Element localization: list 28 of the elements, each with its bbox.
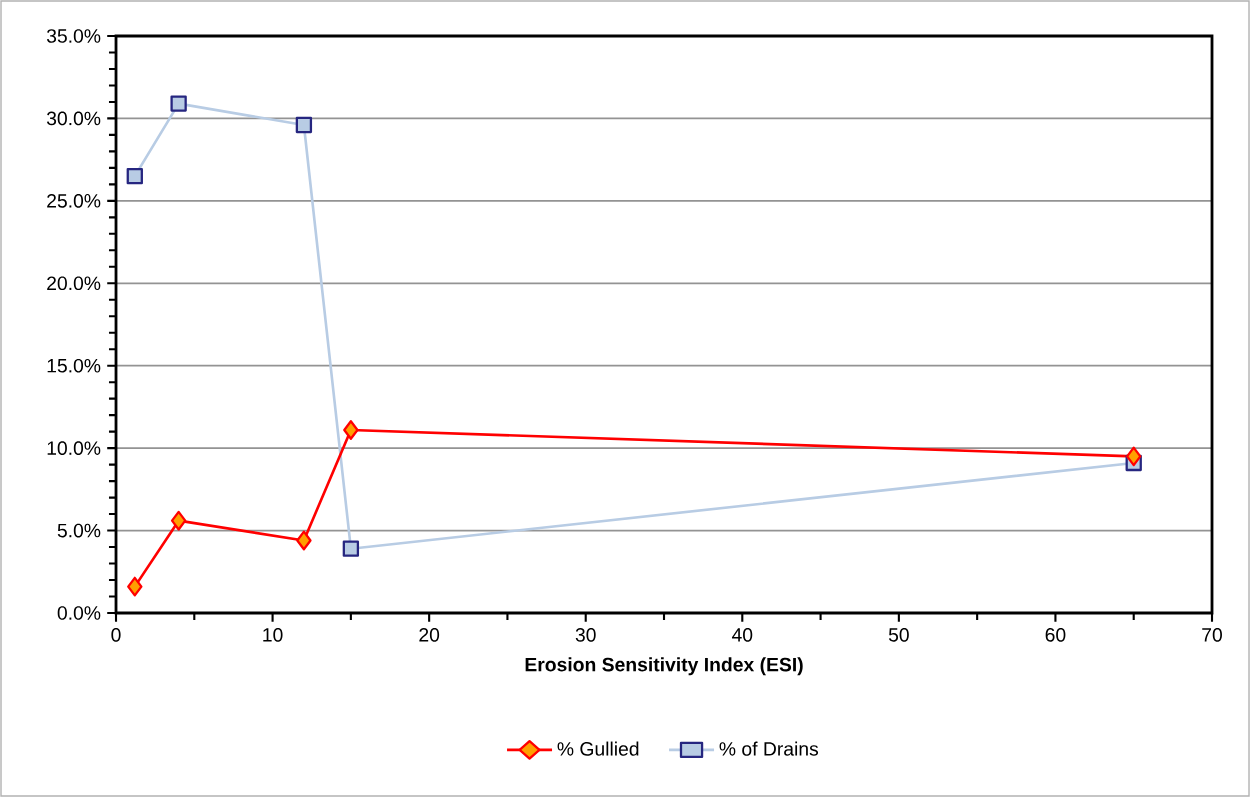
y-tick-label: 10.0% [47,441,101,455]
y-tick-label: 25.0% [47,194,101,208]
point [296,530,312,551]
point [127,576,143,597]
x-tick-label: 50 [888,628,909,642]
x-tick-label: 70 [1202,628,1222,642]
x-tick-label: 10 [263,628,283,642]
x-tick-label: 0 [111,628,121,642]
point [126,167,143,185]
y-tick-label: 0.0% [57,606,101,620]
x-tick-label: 20 [419,628,440,642]
point [170,95,187,112]
legend-label: % Gullied [557,741,639,756]
y-tick-label: 30.0% [46,111,101,126]
legend-label: % of Drains [719,741,819,756]
y-tick-label: 35.0% [46,29,101,43]
point [295,116,313,134]
x-tick-label: 30 [575,628,596,642]
y-tick-label: 20.0% [47,276,101,291]
point [1125,446,1142,467]
point [170,510,187,531]
y-tick-label: 5.0% [57,523,101,538]
x-axis-title: Erosion Sensitivity Index (ESI) [525,657,803,676]
x-tick-label: 60 [1045,628,1066,642]
point [343,420,359,440]
point [342,540,360,557]
x-tick-label: 40 [731,628,753,642]
y-tick-label: 15.0% [47,358,101,373]
